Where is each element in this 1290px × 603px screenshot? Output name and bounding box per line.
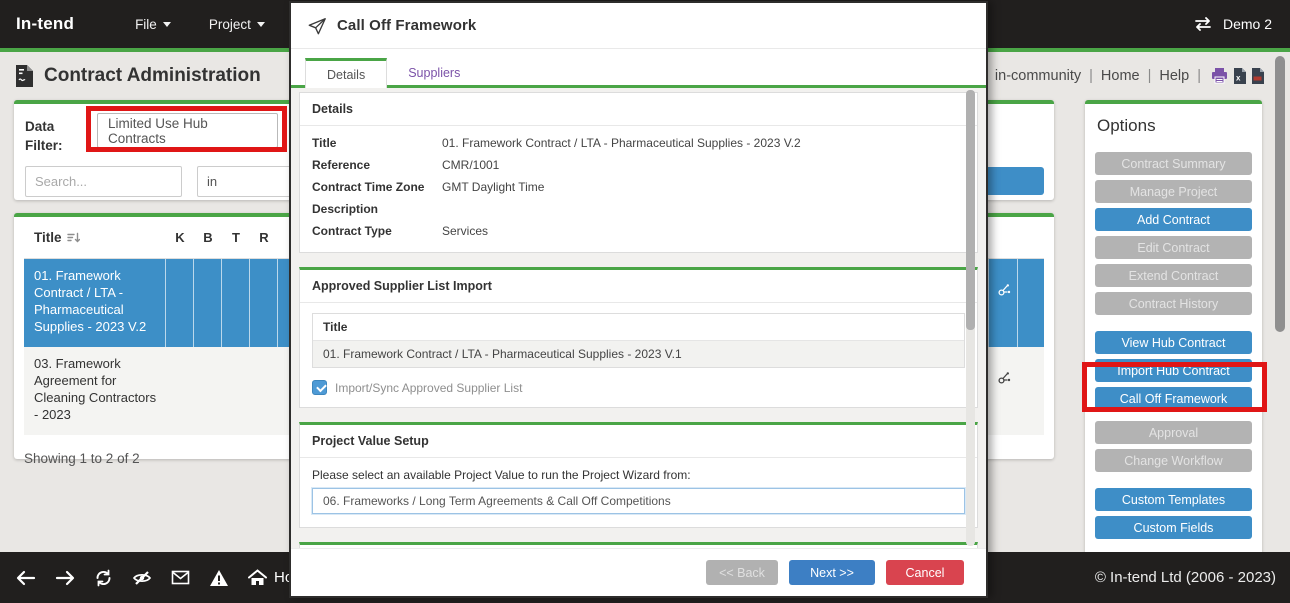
contract-history-button[interactable]: Contract History [1095, 292, 1252, 315]
hub-icon[interactable] [988, 347, 1018, 435]
project-value-title: Project Value Setup [300, 425, 977, 458]
copyright-text: © In-tend Ltd (2006 - 2023) [1094, 569, 1276, 586]
account-switcher[interactable]: Demo 2 [1193, 16, 1290, 32]
column-title-header[interactable]: Title [24, 217, 166, 258]
details-section: Details Title 01. Framework Contract / L… [299, 92, 978, 253]
import-sync-label: Import/Sync Approved Supplier List [335, 380, 523, 395]
header-tool-icons: x [1211, 68, 1264, 84]
call-off-framework-modal: Call Off Framework Details Suppliers Det… [289, 1, 988, 598]
account-name: Demo 2 [1222, 16, 1272, 32]
field-reference: Reference CMR/1001 [312, 158, 500, 172]
modal-footer: << Back Next >> Cancel [291, 548, 986, 596]
back-button[interactable]: << Back [706, 560, 778, 585]
field-contract-time-zone: Contract Time Zone GMT Daylight Time [312, 180, 545, 194]
project-value-select[interactable]: 06. Frameworks / Long Term Agreements & … [312, 488, 965, 514]
import-sync-checkbox[interactable] [312, 380, 327, 395]
svg-text:x: x [1236, 74, 1241, 83]
printer-icon[interactable] [1211, 68, 1228, 84]
link-help[interactable]: Help [1159, 68, 1190, 84]
project-value-section: Project Value Setup Please select an ava… [299, 422, 978, 528]
swap-arrows-icon [1193, 17, 1213, 31]
field-description: Description [312, 202, 379, 216]
call-off-framework-button[interactable]: Call Off Framework [1095, 387, 1252, 410]
options-title: Options [1097, 116, 1156, 135]
add-contract-button[interactable]: Add Contract [1095, 208, 1252, 231]
app-brand: In-tend [16, 14, 75, 33]
approval-button[interactable]: Approval [1095, 421, 1252, 444]
modal-body: Details Title 01. Framework Contract / L… [291, 88, 986, 548]
eye-slash-icon[interactable] [132, 569, 152, 587]
column-b-header[interactable]: B [203, 230, 213, 245]
manage-project-button[interactable]: Manage Project [1095, 180, 1252, 203]
menu-project[interactable]: Project [190, 0, 284, 48]
view-hub-contract-button[interactable]: View Hub Contract [1095, 331, 1252, 354]
search-input[interactable] [25, 166, 182, 197]
custom-templates-button[interactable]: Custom Templates [1095, 488, 1252, 511]
column-r-header[interactable]: R [259, 230, 269, 245]
contract-document-icon [14, 64, 35, 88]
back-arrow-icon[interactable] [16, 570, 36, 586]
menu-file[interactable]: File [116, 0, 190, 48]
contract-summary-button[interactable]: Contract Summary [1095, 152, 1252, 175]
supplier-table-header: Title [313, 314, 964, 341]
hub-icon[interactable] [988, 259, 1018, 347]
link-home[interactable]: Home [1100, 68, 1140, 84]
forward-arrow-icon[interactable] [55, 570, 75, 586]
change-workflow-button[interactable]: Change Workflow [1095, 449, 1252, 472]
page-scrollbar[interactable] [1275, 56, 1285, 332]
details-section-title: Details [300, 93, 977, 126]
link-in-community[interactable]: in-community [994, 68, 1082, 84]
envelope-icon[interactable] [171, 570, 190, 585]
page-header-row: Contract Administration in-community | H… [14, 56, 1264, 96]
paper-plane-icon [307, 16, 327, 36]
caret-down-icon [256, 21, 265, 27]
export-excel-icon[interactable]: x [1233, 68, 1246, 84]
refresh-icon[interactable] [94, 569, 113, 587]
options-panel: Options Contract Summary Manage Project … [1085, 100, 1262, 578]
warning-icon[interactable] [209, 569, 229, 587]
page-title: Contract Administration [14, 64, 261, 88]
modal-tabs: Details Suppliers [291, 49, 986, 88]
home-icon [248, 569, 267, 586]
data-filter-dropdown[interactable]: Limited Use Hub Contracts [97, 113, 278, 148]
project-value-instruction: Please select an available Project Value… [312, 468, 691, 482]
column-k-header[interactable]: K [175, 230, 185, 245]
supplier-import-table: Title 01. Framework Contract / LTA - Pha… [312, 313, 965, 368]
next-button[interactable]: Next >> [789, 560, 875, 585]
data-filter-label: Data Filter: [25, 119, 63, 153]
field-title: Title 01. Framework Contract / LTA - Pha… [312, 136, 801, 150]
extend-contract-button[interactable]: Extend Contract [1095, 264, 1252, 287]
import-hub-contract-button[interactable]: Import Hub Contract [1095, 359, 1252, 382]
edit-contract-button[interactable]: Edit Contract [1095, 236, 1252, 259]
tab-suppliers[interactable]: Suppliers [408, 66, 461, 80]
cancel-button[interactable]: Cancel [886, 560, 964, 585]
caret-down-icon [162, 21, 171, 27]
tab-details[interactable]: Details [305, 58, 388, 88]
export-pdf-icon[interactable] [1251, 68, 1264, 84]
column-t-header[interactable]: T [232, 230, 240, 245]
modal-title: Call Off Framework [337, 17, 477, 34]
custom-fields-button[interactable]: Custom Fields [1095, 516, 1252, 539]
table-summary: Showing 1 to 2 of 2 [24, 451, 140, 466]
modal-scrollbar[interactable] [966, 90, 975, 330]
supplier-table-row[interactable]: 01. Framework Contract / LTA - Pharmaceu… [313, 341, 964, 367]
sort-icon [66, 231, 80, 244]
supplier-import-section: Approved Supplier List Import Title 01. … [299, 267, 978, 408]
field-contract-type: Contract Type Services [312, 224, 489, 238]
supplier-import-title: Approved Supplier List Import [300, 270, 977, 303]
modal-header: Call Off Framework [291, 3, 986, 49]
import-sync-row: Import/Sync Approved Supplier List [300, 372, 977, 407]
next-section-partial [299, 542, 978, 548]
header-links: in-community | Home | Help | x [995, 68, 1264, 84]
